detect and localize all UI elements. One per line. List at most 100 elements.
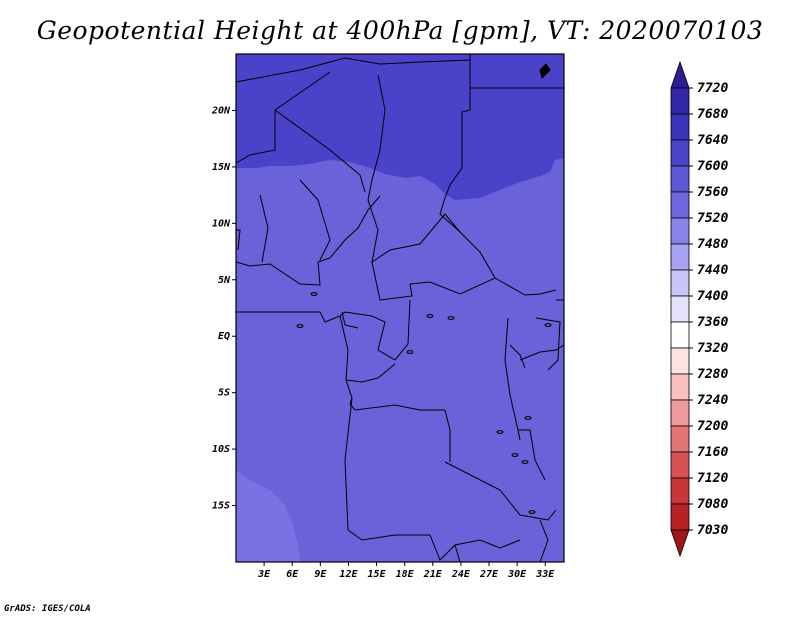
colorbar-label: 7120 bbox=[697, 471, 728, 486]
lon-tick-label: 33E bbox=[535, 569, 555, 580]
lake-outline bbox=[296, 324, 304, 328]
colorbar-label: 7400 bbox=[697, 289, 728, 304]
lat-tick-label: 5S bbox=[218, 388, 230, 399]
band-7640 bbox=[236, 54, 564, 200]
lon-tick-label: 3E bbox=[257, 569, 271, 580]
colorbar-label: 7720 bbox=[697, 81, 728, 96]
lake-outline bbox=[528, 510, 536, 514]
colorbar-label: 7680 bbox=[697, 107, 728, 122]
latitude-axis: 20N 15N 10N 5N EQ 5S 10S 15S bbox=[211, 105, 236, 512]
border-line bbox=[439, 197, 461, 233]
colorbar-block bbox=[670, 529, 690, 558]
colorbar-block bbox=[670, 87, 690, 115]
credit-text: GrADS: IGES/COLA bbox=[4, 604, 91, 614]
lat-tick-label: EQ bbox=[218, 331, 230, 342]
border-line bbox=[519, 344, 565, 361]
lat-tick-label: 10N bbox=[212, 218, 231, 229]
lake-outline bbox=[521, 460, 529, 464]
colorbar-block bbox=[670, 425, 690, 453]
colorbar-label: 7320 bbox=[697, 341, 728, 356]
colorbar-block bbox=[670, 373, 690, 401]
colorbar-block bbox=[670, 477, 690, 505]
lake-outline bbox=[511, 453, 519, 457]
lon-tick-label: 21E bbox=[423, 569, 443, 580]
colorbar-block bbox=[670, 269, 690, 297]
lake-outline bbox=[544, 323, 552, 327]
lake-outline bbox=[426, 314, 434, 318]
colorbar-label: 7240 bbox=[697, 393, 728, 408]
colorbar-block bbox=[670, 60, 690, 89]
border-line bbox=[518, 429, 546, 481]
map-frame bbox=[235, 53, 565, 563]
lat-tick-label: 5N bbox=[218, 275, 231, 286]
colorbar-label: 7600 bbox=[697, 159, 728, 174]
lon-tick-label: 27E bbox=[479, 569, 499, 580]
border-line bbox=[539, 519, 549, 563]
lon-tick-label: 9E bbox=[314, 569, 327, 580]
colorbar-block bbox=[670, 113, 690, 141]
lat-tick-label: 10S bbox=[212, 444, 230, 455]
colorbar-label: 7440 bbox=[697, 263, 728, 278]
border-line bbox=[367, 199, 413, 301]
lake-outline bbox=[496, 430, 504, 434]
border-line bbox=[299, 179, 331, 261]
colorbar-block bbox=[670, 217, 690, 245]
coast-mark bbox=[539, 63, 551, 79]
border-line bbox=[235, 71, 331, 164]
border-line bbox=[367, 74, 386, 201]
band-7560 bbox=[236, 470, 300, 562]
lon-tick-label: 30E bbox=[507, 569, 527, 580]
height-field bbox=[236, 54, 564, 562]
border-line bbox=[444, 461, 557, 521]
lake-outline bbox=[524, 416, 532, 420]
colorbar-block bbox=[670, 243, 690, 271]
colorbar-label: 7640 bbox=[697, 133, 728, 148]
border-line bbox=[341, 311, 359, 329]
lon-tick-label: 12E bbox=[339, 569, 358, 580]
colorbar-block bbox=[670, 139, 690, 167]
chart-title: Geopotential Height at 400hPa [gpm], VT:… bbox=[36, 16, 764, 45]
colorbar-label: 7520 bbox=[697, 211, 728, 226]
colorbar-label: 7480 bbox=[697, 237, 728, 252]
border-line bbox=[454, 544, 461, 563]
colorbar-label: 7030 bbox=[697, 523, 728, 538]
border-line bbox=[236, 299, 411, 361]
border-line bbox=[349, 403, 451, 462]
colorbar-block bbox=[670, 503, 690, 531]
colorbar-block bbox=[670, 451, 690, 479]
border-line bbox=[259, 194, 269, 263]
colorbar-block bbox=[670, 165, 690, 193]
border-line bbox=[535, 317, 561, 371]
border-line bbox=[429, 534, 521, 561]
lon-tick-label: 6E bbox=[286, 569, 299, 580]
border-line bbox=[409, 277, 557, 296]
colorbar-label: 7560 bbox=[697, 185, 728, 200]
lon-tick-label: 15E bbox=[368, 569, 387, 580]
colorbar-label: 7080 bbox=[697, 497, 728, 512]
longitude-axis: 3E 6E 9E 12E 15E 18E 21E 24E 27E 30E 33E bbox=[257, 562, 555, 580]
colorbar-label: 7360 bbox=[697, 315, 728, 330]
lon-tick-label: 24E bbox=[451, 569, 471, 580]
lat-tick-label: 15N bbox=[212, 162, 231, 173]
colorbar-label: 7200 bbox=[697, 419, 728, 434]
lat-tick-label: 20N bbox=[211, 105, 231, 116]
border-line bbox=[274, 109, 366, 193]
border-line bbox=[344, 397, 430, 541]
colorbar-block bbox=[670, 399, 690, 427]
colorbar-block bbox=[670, 191, 690, 219]
border-line bbox=[371, 213, 496, 279]
border-line bbox=[236, 229, 241, 251]
colorbar-label: 7280 bbox=[697, 367, 728, 382]
colorbar-block bbox=[670, 321, 690, 349]
lat-tick-label: 15S bbox=[212, 501, 230, 512]
country-borders bbox=[235, 54, 565, 563]
colorbar-block bbox=[670, 295, 690, 323]
border-line bbox=[504, 317, 521, 441]
lake-outline bbox=[447, 316, 455, 320]
border-line bbox=[509, 344, 526, 369]
colorbar-label: 7160 bbox=[697, 445, 728, 460]
lake-outline bbox=[310, 292, 318, 296]
lake-outline bbox=[406, 350, 414, 354]
